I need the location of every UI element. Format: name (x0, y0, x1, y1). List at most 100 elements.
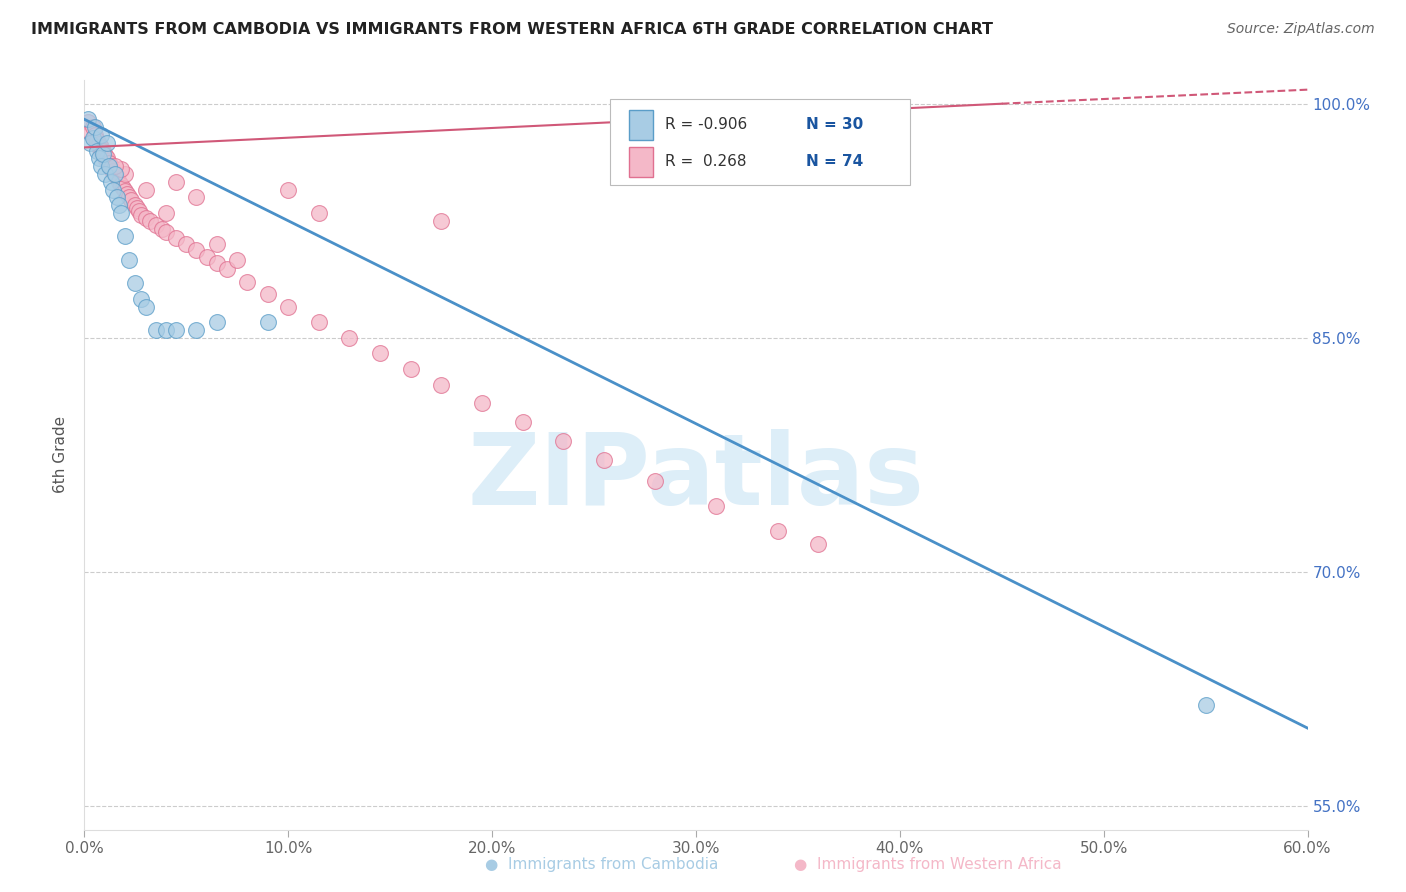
Point (105, 169, 128, 184)
Point (97, 156, 120, 170)
Point (91, 146, 114, 161)
Point (131, 292, 153, 306)
Point (96, 136, 118, 150)
Point (186, 190, 208, 204)
Point (108, 175, 131, 189)
Point (217, 262, 239, 277)
Text: N = 30: N = 30 (806, 117, 863, 132)
Point (110, 178, 132, 192)
Point (101, 163, 124, 178)
Text: Source: ZipAtlas.com: Source: ZipAtlas.com (1227, 22, 1375, 37)
Point (138, 213, 160, 227)
Point (205, 315, 228, 329)
FancyBboxPatch shape (628, 110, 654, 140)
Point (100, 159, 122, 173)
Point (118, 190, 141, 204)
Y-axis label: 6th Grade: 6th Grade (53, 417, 69, 493)
Point (165, 231, 187, 245)
Point (124, 198, 146, 212)
Point (86, 136, 108, 150)
Point (77, 112, 100, 127)
Point (120, 194, 142, 208)
Text: R =  0.268: R = 0.268 (665, 154, 747, 169)
Point (110, 162, 132, 177)
Point (399, 362, 422, 376)
Point (155, 323, 177, 337)
Point (308, 315, 330, 329)
Text: IMMIGRANTS FROM CAMBODIA VS IMMIGRANTS FROM WESTERN AFRICA 6TH GRADE CORRELATION: IMMIGRANTS FROM CAMBODIA VS IMMIGRANTS F… (31, 22, 993, 37)
Point (86, 144, 108, 158)
Point (87, 137, 110, 152)
Point (512, 415, 534, 429)
Point (471, 396, 494, 410)
Point (100, 162, 122, 177)
Point (257, 287, 280, 301)
Point (186, 323, 208, 337)
Point (186, 244, 208, 258)
Point (96, 151, 118, 165)
Point (91, 146, 114, 161)
Point (82, 131, 104, 145)
Point (174, 237, 197, 252)
Point (105, 190, 128, 204)
Point (277, 300, 299, 314)
Text: R = -0.906: R = -0.906 (665, 117, 748, 132)
Point (135, 182, 157, 196)
Point (97, 159, 120, 173)
Point (150, 221, 173, 235)
Text: ZIPatlas: ZIPatlas (468, 429, 924, 526)
Point (226, 252, 249, 267)
Point (195, 250, 218, 264)
Point (93, 151, 115, 165)
Point (104, 167, 127, 181)
Point (90, 159, 112, 173)
Point (205, 237, 228, 252)
Point (135, 211, 157, 225)
Point (706, 500, 728, 514)
Point (79, 136, 101, 150)
Point (83, 131, 105, 145)
Point (104, 167, 127, 181)
Point (308, 206, 330, 220)
Point (104, 159, 127, 173)
Point (766, 524, 789, 539)
FancyBboxPatch shape (628, 147, 654, 177)
Point (135, 300, 157, 314)
Point (114, 167, 136, 181)
Point (257, 315, 280, 329)
Point (165, 323, 187, 337)
Point (112, 181, 135, 195)
FancyBboxPatch shape (610, 99, 910, 186)
Point (90, 144, 112, 158)
Point (115, 187, 138, 202)
Point (101, 182, 124, 196)
Point (96, 154, 118, 169)
Point (430, 213, 453, 227)
Point (155, 225, 177, 239)
Point (593, 452, 616, 467)
Point (127, 201, 149, 215)
Point (93, 148, 115, 162)
Point (368, 346, 391, 360)
Point (90, 128, 112, 142)
Point (205, 256, 228, 270)
Point (87, 151, 110, 165)
Point (114, 229, 136, 244)
Point (83, 120, 105, 134)
Point (430, 377, 453, 392)
Point (128, 204, 150, 219)
Point (1195, 698, 1218, 712)
Point (87, 140, 110, 154)
Point (97, 159, 120, 173)
Point (236, 275, 259, 289)
Point (79, 125, 101, 139)
Point (644, 475, 666, 489)
Point (131, 207, 153, 221)
Point (118, 252, 141, 267)
Point (124, 276, 146, 290)
Point (110, 206, 132, 220)
Point (145, 219, 167, 233)
Point (77, 115, 100, 129)
Point (86, 132, 108, 146)
Point (145, 323, 167, 337)
